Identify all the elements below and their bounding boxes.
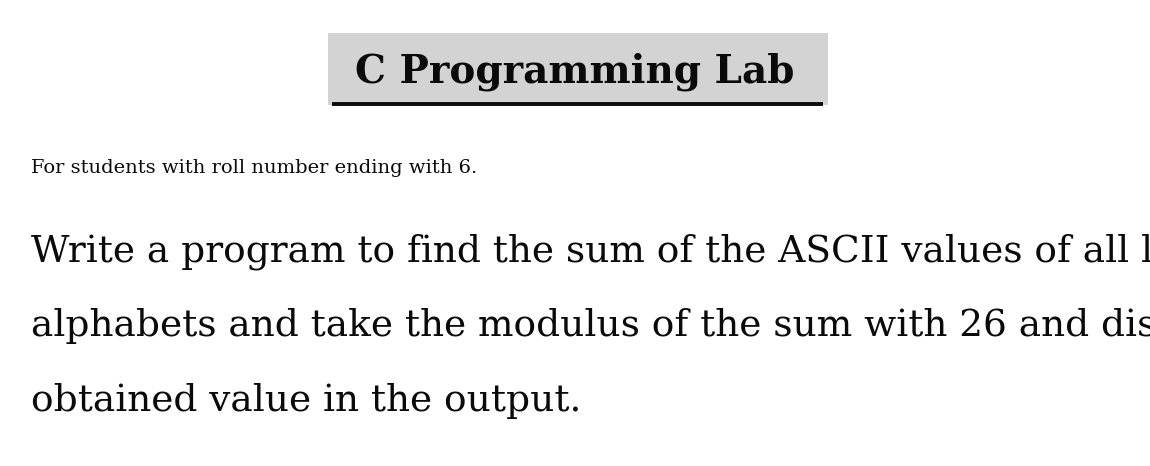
Text: obtained value in the output.: obtained value in the output. <box>31 383 582 419</box>
Text: alphabets and take the modulus of the sum with 26 and display the: alphabets and take the modulus of the su… <box>31 308 1150 344</box>
Text: Write a program to find the sum of the ASCII values of all lowercase: Write a program to find the sum of the A… <box>31 233 1150 270</box>
Text: For students with roll number ending with 6.: For students with roll number ending wit… <box>31 159 477 177</box>
FancyBboxPatch shape <box>328 33 828 105</box>
Text: C Programming Lab: C Programming Lab <box>355 53 795 91</box>
